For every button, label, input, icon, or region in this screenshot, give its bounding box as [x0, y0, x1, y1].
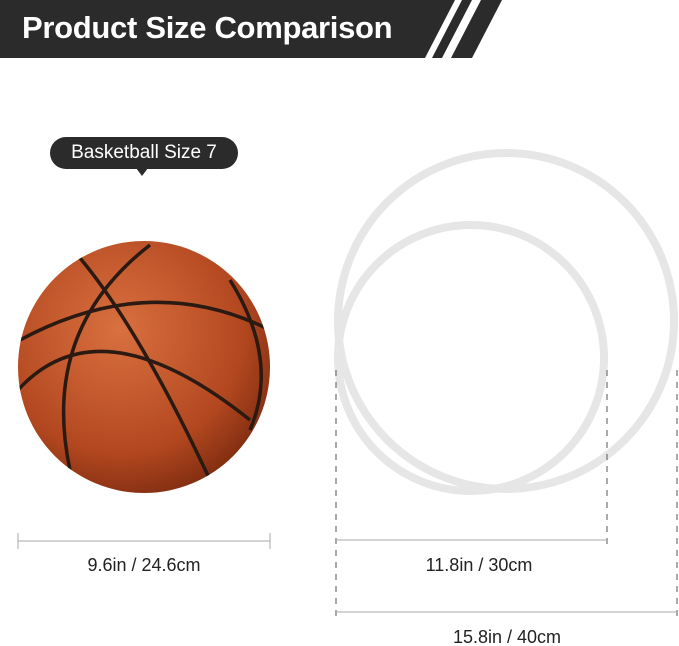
small-hoop [334, 221, 608, 495]
large-hoop [334, 149, 678, 493]
page-title: Product Size Comparison [22, 10, 393, 45]
header-banner [0, 0, 455, 58]
basketball-image [18, 241, 270, 493]
header-stripe [451, 0, 502, 58]
small-hoop-diameter-label: 11.8in / 30cm [425, 555, 533, 575]
large-hoop-diameter-label: 15.8in / 40cm [452, 627, 562, 646]
basketball-label-tag: Basketball Size 7 [50, 137, 238, 176]
ball-diameter-label: 9.6in / 24.6cm [87, 555, 201, 575]
header-stripe [432, 0, 472, 58]
